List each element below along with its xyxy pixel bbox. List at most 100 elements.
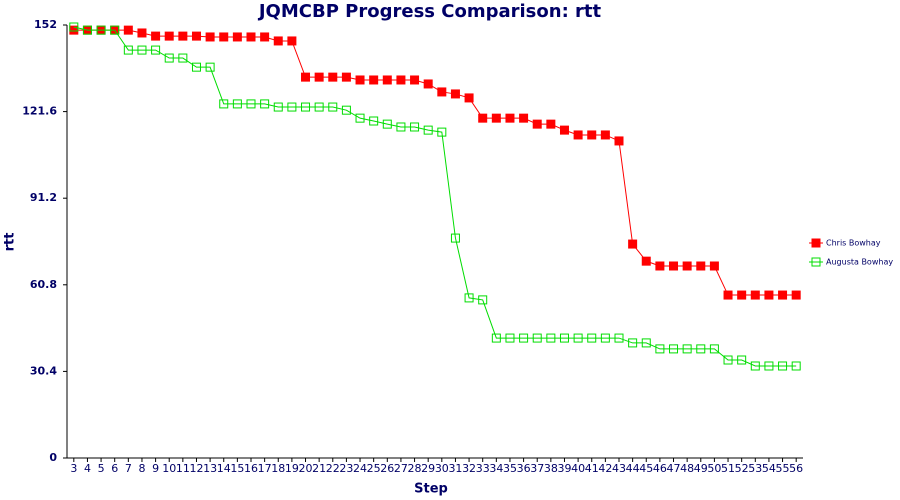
data-point xyxy=(219,32,229,42)
chart-title: JQMCBP Progress Comparison: rtt xyxy=(257,1,602,22)
data-point xyxy=(559,333,569,343)
x-tick-label: 18 xyxy=(271,462,285,475)
y-tick-label: 0 xyxy=(49,451,57,464)
x-tick-label: 43 xyxy=(612,462,626,475)
legend-marker xyxy=(811,238,821,248)
data-point xyxy=(151,45,161,55)
data-point xyxy=(723,290,733,300)
data-point xyxy=(205,62,215,72)
data-point xyxy=(737,290,747,300)
data-point xyxy=(301,102,311,112)
data-point xyxy=(450,89,460,99)
x-tick-label: 15 xyxy=(230,462,244,475)
x-tick-label: 3 xyxy=(70,462,77,475)
data-point xyxy=(600,130,610,140)
legend-label: Augusta Bowhay xyxy=(826,258,893,267)
data-point xyxy=(450,233,460,243)
x-tick-label: 33 xyxy=(476,462,490,475)
data-point xyxy=(682,344,692,354)
data-point xyxy=(151,31,161,41)
data-point xyxy=(246,32,256,42)
data-point xyxy=(778,290,788,300)
x-tick-label: 12 xyxy=(189,462,203,475)
legend-label: Chris Bowhay xyxy=(826,239,881,248)
x-tick-label: 37 xyxy=(530,462,544,475)
data-point xyxy=(546,333,556,343)
data-point xyxy=(260,99,270,109)
x-tick-label: 35 xyxy=(503,462,517,475)
data-point xyxy=(164,31,174,41)
x-axis-label: Step xyxy=(414,482,448,497)
data-point xyxy=(355,75,365,85)
data-point xyxy=(205,32,215,42)
x-tick-label: 23 xyxy=(339,462,353,475)
x-tick-label: 39 xyxy=(557,462,571,475)
data-point xyxy=(110,25,120,35)
data-point xyxy=(628,338,638,348)
data-point xyxy=(219,99,229,109)
y-tick-label: 152 xyxy=(34,18,57,31)
data-point xyxy=(423,125,433,135)
x-tick-label: 11 xyxy=(176,462,190,475)
data-point xyxy=(696,344,706,354)
data-point xyxy=(301,72,311,82)
x-tick-label: 51 xyxy=(721,462,735,475)
data-point xyxy=(709,344,719,354)
x-tick-label: 36 xyxy=(517,462,531,475)
data-point xyxy=(96,25,106,35)
data-point xyxy=(328,102,338,112)
x-tick-label: 5 xyxy=(98,462,105,475)
data-point xyxy=(410,75,420,85)
x-tick-label: 27 xyxy=(394,462,408,475)
data-point xyxy=(164,53,174,63)
data-point xyxy=(82,25,92,35)
data-point xyxy=(464,293,474,303)
data-point xyxy=(696,261,706,271)
x-tick-label: 10 xyxy=(162,462,176,475)
data-point xyxy=(137,45,147,55)
y-tick-label: 121.6 xyxy=(22,105,57,118)
data-point xyxy=(369,75,379,85)
data-point xyxy=(369,116,379,126)
data-point xyxy=(137,28,147,38)
x-tick-label: 7 xyxy=(125,462,132,475)
x-tick-label: 6 xyxy=(111,462,118,475)
data-point xyxy=(273,36,283,46)
data-point xyxy=(382,75,392,85)
data-point xyxy=(287,102,297,112)
data-point xyxy=(341,105,351,115)
data-point xyxy=(791,290,801,300)
x-tick-label: 56 xyxy=(789,462,803,475)
data-point xyxy=(491,113,501,123)
data-point xyxy=(709,261,719,271)
x-tick-label: 48 xyxy=(680,462,694,475)
x-tick-label: 41 xyxy=(585,462,599,475)
y-tick-label: 91.2 xyxy=(30,191,57,204)
data-point xyxy=(641,256,651,266)
data-point xyxy=(587,333,597,343)
data-point xyxy=(246,99,256,109)
x-tick-label: 29 xyxy=(421,462,435,475)
data-point xyxy=(505,113,515,123)
data-point xyxy=(232,99,242,109)
data-point xyxy=(491,333,501,343)
data-point xyxy=(178,31,188,41)
data-point xyxy=(355,113,365,123)
x-tick-label: 53 xyxy=(748,462,762,475)
x-tick-label: 47 xyxy=(667,462,681,475)
x-tick-label: 45 xyxy=(639,462,653,475)
data-point xyxy=(791,361,801,371)
x-tick-label: 34 xyxy=(489,462,503,475)
x-tick-label: 14 xyxy=(217,462,231,475)
x-tick-label: 19 xyxy=(285,462,299,475)
data-point xyxy=(669,344,679,354)
data-point xyxy=(600,333,610,343)
data-point xyxy=(641,338,651,348)
x-tick-label: 52 xyxy=(735,462,749,475)
data-point xyxy=(437,127,447,137)
data-point xyxy=(614,333,624,343)
data-point xyxy=(69,22,79,32)
y-tick-label: 60.8 xyxy=(30,278,57,291)
data-point xyxy=(778,361,788,371)
data-point xyxy=(123,25,133,35)
